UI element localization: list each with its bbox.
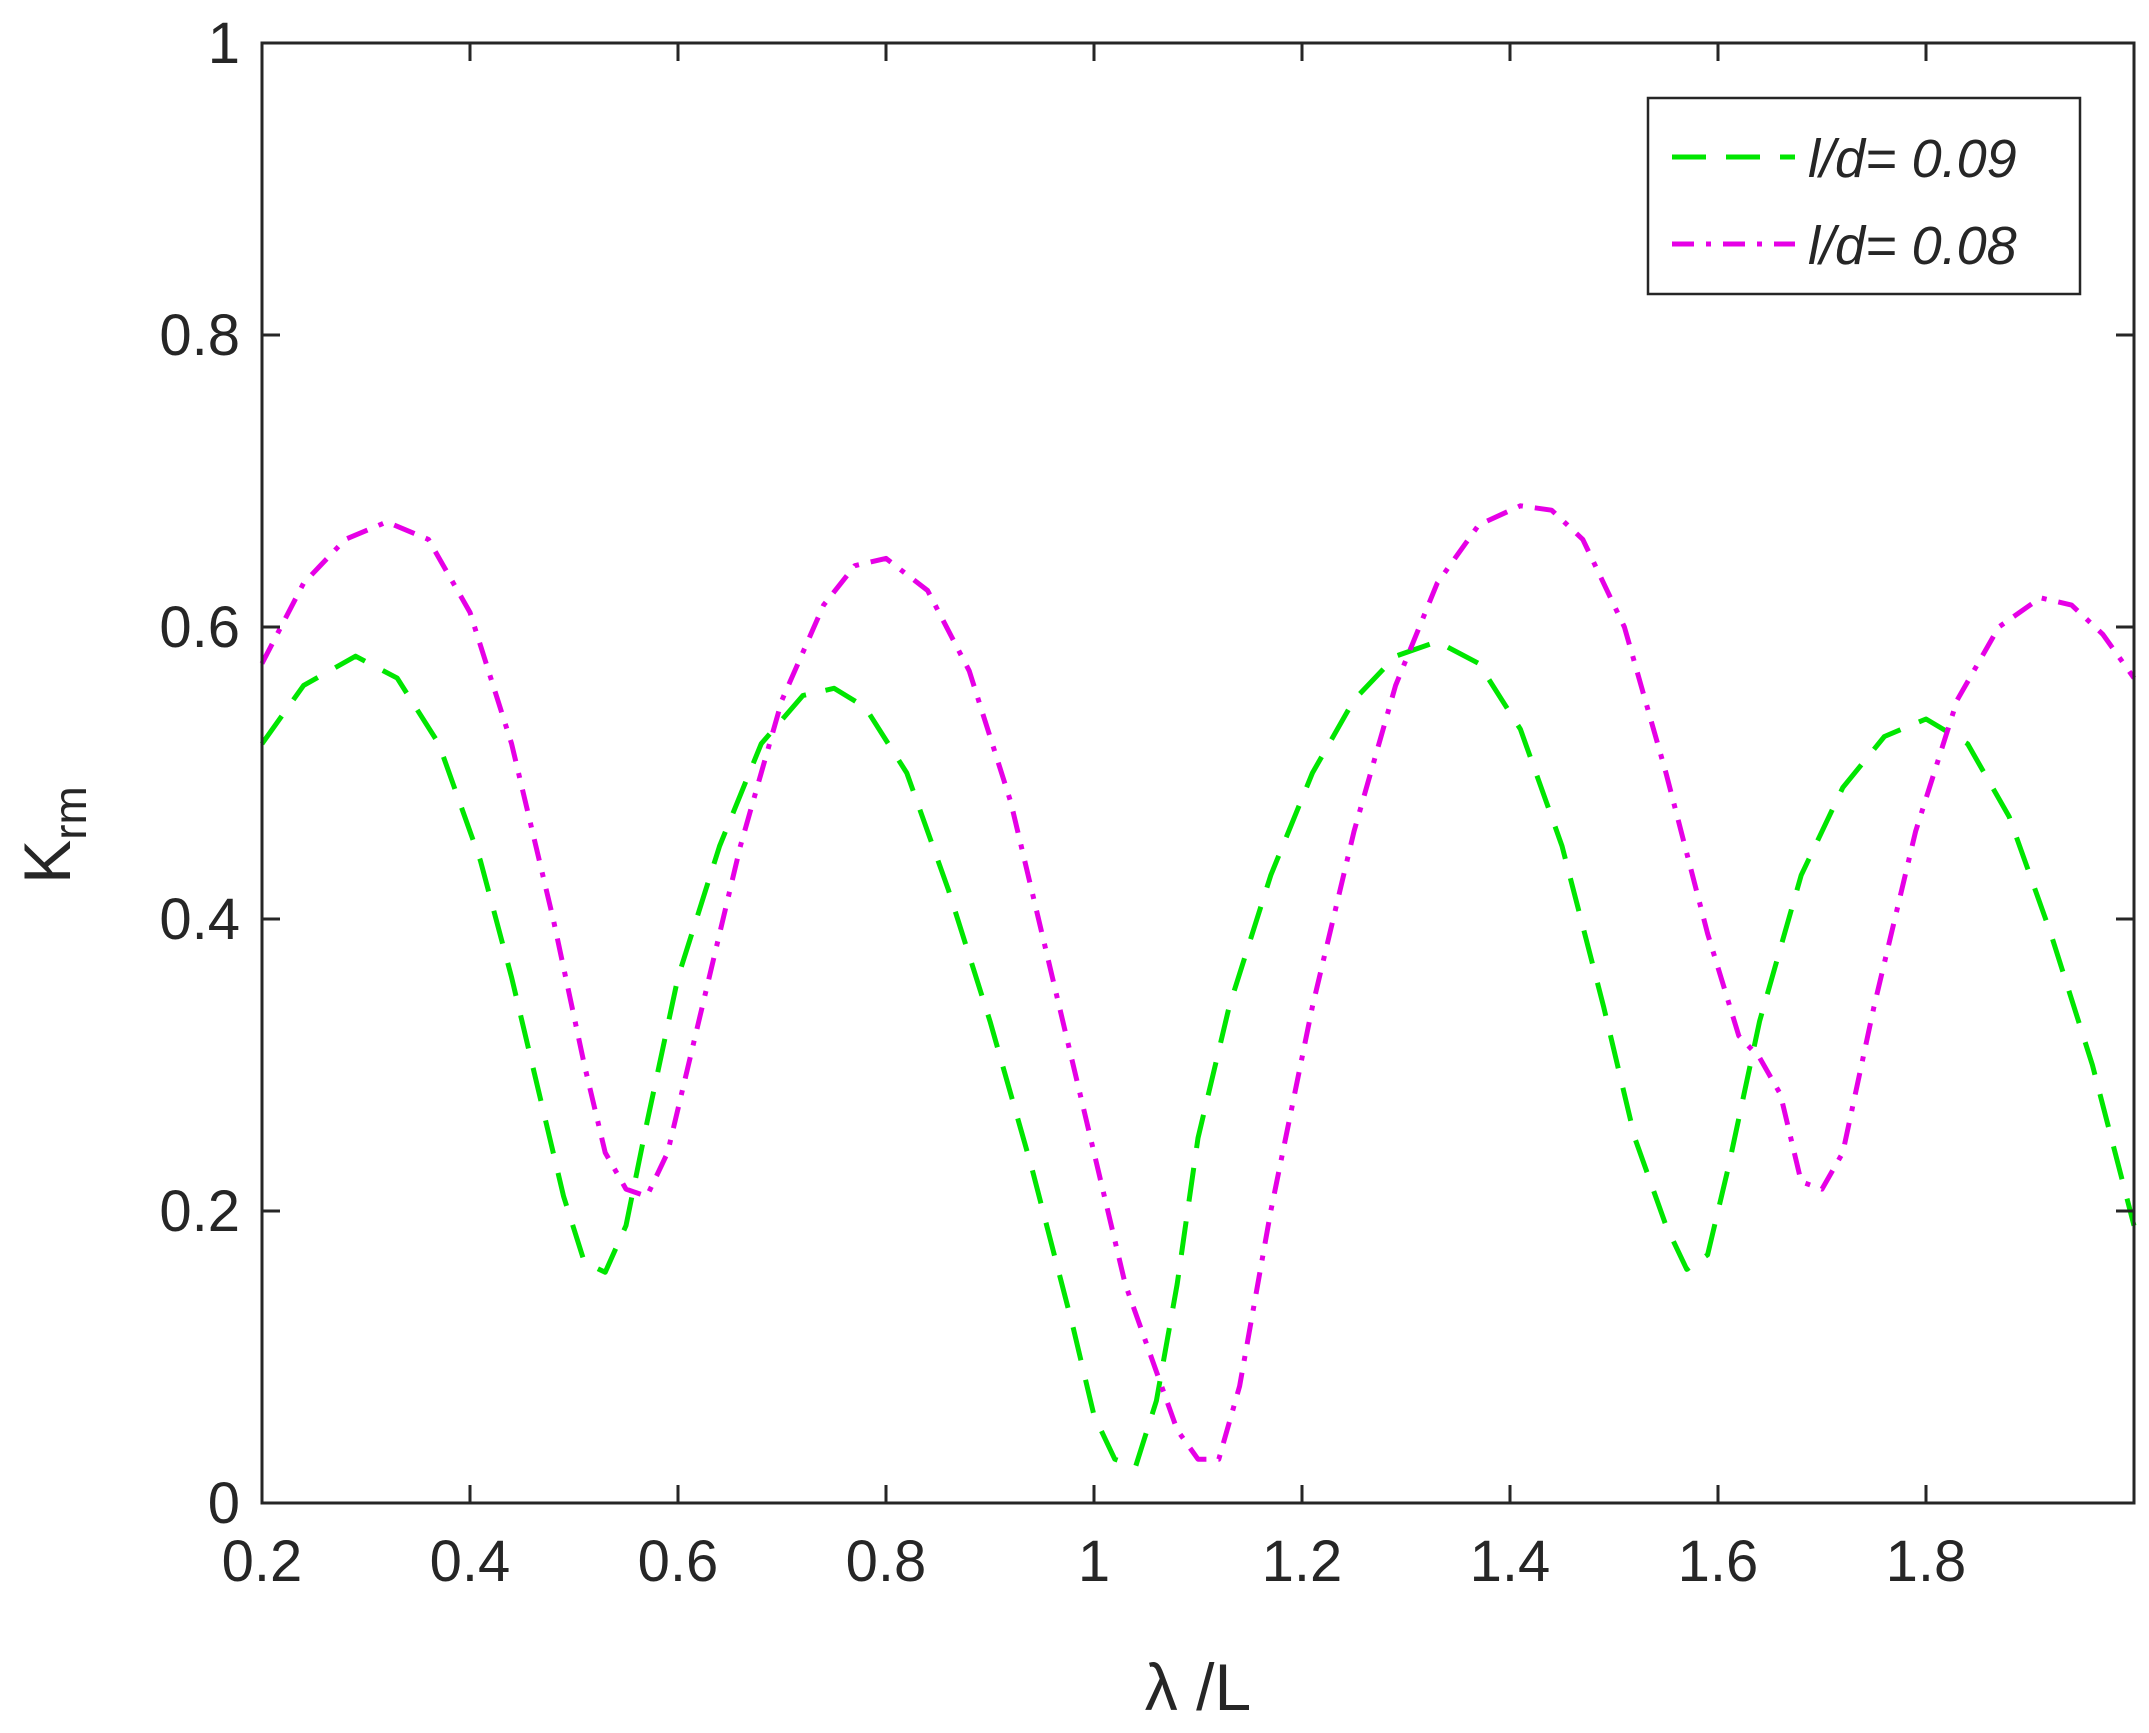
y-tick-label: 0.4	[159, 887, 240, 952]
y-axis-label-main: K	[10, 840, 84, 884]
y-tick-label: 0	[208, 1471, 240, 1536]
x-tick-label: 0.2	[222, 1529, 303, 1594]
ticks-layer: 0.2 0.4 0.6 0.8 1 1.2 1.4 1.6 1.800.20.40.60.81	[159, 11, 2134, 1594]
y-tick-label: 0.6	[159, 595, 240, 660]
x-tick-label: 0.4	[430, 1529, 511, 1594]
y-axis-label: Krm	[10, 786, 96, 884]
x-tick-label: 0.6	[638, 1529, 719, 1594]
legend: l/d= 0.09 l/d= 0.08	[1646, 96, 2082, 296]
x-axis-label: λ /L	[1145, 1650, 1251, 1724]
x-tick-label: 1.4	[1470, 1529, 1551, 1594]
series-line-l-d-0-09	[259, 639, 2137, 1469]
y-tick-label: 0.2	[159, 1179, 240, 1244]
y-axis-label-subscript: rm	[44, 786, 96, 840]
series-layer	[259, 503, 2137, 1469]
x-tick-label: 1.2	[1262, 1529, 1343, 1594]
legend-label-l-d-0-08: l/d= 0.08	[1808, 216, 2017, 276]
x-tick-label: 0.8	[846, 1529, 927, 1594]
legend-label-l-d-0-09: l/d= 0.09	[1808, 129, 2017, 189]
y-tick-label: 1	[208, 11, 240, 76]
plot-frame	[260, 41, 2136, 1505]
x-tick-label: 1.6	[1678, 1529, 1759, 1594]
x-tick-label: 1	[1078, 1529, 1110, 1594]
x-tick-label: 1.8	[1886, 1529, 1967, 1594]
y-tick-label: 0.8	[159, 303, 240, 368]
legend-box	[1646, 96, 2082, 296]
